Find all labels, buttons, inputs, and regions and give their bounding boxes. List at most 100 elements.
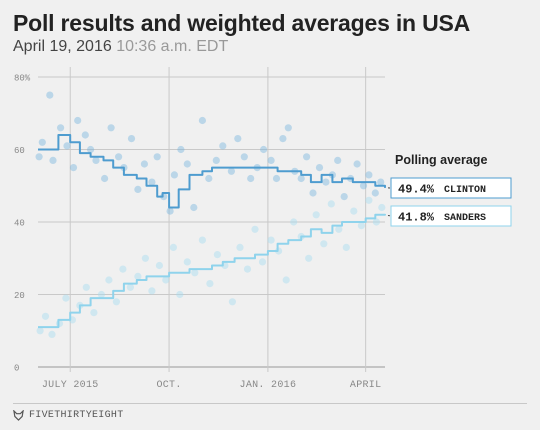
sanders-poll-dot bbox=[41, 312, 50, 320]
sanders-poll-dot bbox=[258, 258, 267, 266]
sanders-poll-dot bbox=[62, 294, 70, 302]
sanders-poll-dot bbox=[327, 200, 335, 208]
x-tick-label: JULY 2015 bbox=[42, 380, 99, 391]
sanders-poll-dot bbox=[243, 265, 252, 273]
clinton-poll-dot bbox=[92, 156, 100, 164]
sanders-poll-dot bbox=[191, 269, 199, 277]
clinton-legend-name: CLINTON bbox=[444, 185, 486, 196]
sanders-poll-dot bbox=[169, 243, 177, 251]
fox-logo-icon bbox=[13, 410, 24, 421]
x-tick-label: APRIL bbox=[350, 380, 382, 391]
sanders-poll-dot bbox=[126, 283, 134, 291]
sanders-poll-dot bbox=[335, 225, 343, 233]
clinton-poll-dot bbox=[190, 203, 198, 212]
clinton-poll-dot bbox=[170, 171, 178, 179]
clinton-poll-dot bbox=[315, 164, 324, 172]
sanders-poll-dot bbox=[251, 225, 259, 233]
sanders-poll-dot bbox=[290, 218, 298, 226]
clinton-poll-dot bbox=[107, 124, 115, 132]
clinton-poll-dot bbox=[260, 145, 268, 154]
clinton-poll-dot bbox=[247, 174, 255, 183]
sanders-poll-dot bbox=[312, 211, 320, 219]
sanders-poll-dot bbox=[228, 298, 236, 306]
clinton-average-line bbox=[38, 134, 386, 209]
clinton-poll-dot bbox=[365, 171, 373, 179]
sanders-poll-dot bbox=[36, 327, 44, 335]
clinton-poll-dot bbox=[371, 189, 379, 197]
sanders-poll-dot bbox=[357, 222, 365, 230]
clinton-poll-dot bbox=[46, 91, 54, 99]
clinton-legend-box bbox=[390, 177, 512, 199]
axes: 0 20 40 60 80% JULY 2015 OCT. JAN. 2016 APRIL bbox=[14, 74, 381, 392]
sanders-poll-dot bbox=[236, 243, 244, 251]
clinton-poll-dot bbox=[322, 178, 330, 186]
sanders-leader-line bbox=[387, 214, 392, 217]
legend: Polling average 49.4% CLINTON 41.8% SANDERS bbox=[387, 153, 512, 227]
clinton-poll-dot bbox=[297, 174, 305, 183]
sanders-poll-dot bbox=[320, 240, 328, 248]
sanders-poll-dot bbox=[378, 203, 386, 212]
y-tick-label: 20 bbox=[14, 291, 25, 301]
sanders-poll-dot bbox=[198, 236, 206, 244]
sanders-poll-dot bbox=[97, 290, 105, 299]
sanders-legend-name: SANDERS bbox=[444, 213, 486, 224]
clinton-poll-dot bbox=[153, 153, 161, 161]
sanders-poll-dot bbox=[365, 196, 373, 204]
chart-title: Poll results and weighted averages in US… bbox=[13, 10, 471, 36]
sanders-poll-dot bbox=[55, 319, 64, 328]
average-lines bbox=[38, 134, 386, 329]
sanders-poll-dot bbox=[148, 287, 156, 295]
sanders-poll-dot bbox=[48, 330, 56, 338]
clinton-poll-dot bbox=[87, 145, 95, 154]
sanders-poll-dot bbox=[206, 280, 214, 288]
sanders-poll-dot bbox=[112, 298, 120, 306]
sanders-poll-dot bbox=[282, 276, 290, 284]
clinton-poll-dot bbox=[57, 124, 65, 132]
x-tick-label: JAN. 2016 bbox=[240, 380, 297, 391]
sanders-poll-dot bbox=[372, 218, 380, 226]
clinton-poll-dot bbox=[134, 185, 142, 193]
sanders-poll-dot bbox=[213, 251, 221, 259]
chart-subtitle: April 19, 2016 10:36 a.m. EDT bbox=[13, 38, 228, 56]
x-tick-label: OCT. bbox=[156, 380, 181, 391]
footer-divider bbox=[13, 403, 527, 404]
clinton-poll-dot bbox=[35, 153, 43, 161]
clinton-poll-dot bbox=[227, 167, 235, 175]
clinton-poll-dot bbox=[272, 174, 281, 183]
clinton-poll-dot bbox=[377, 178, 385, 186]
clinton-poll-dot bbox=[212, 156, 220, 164]
sanders-poll-dot bbox=[305, 254, 313, 262]
footer: FIVETHIRTYEIGHT bbox=[13, 410, 124, 421]
clinton-poll-dot bbox=[267, 156, 275, 164]
clinton-poll-dot bbox=[140, 160, 148, 168]
clinton-poll-dot bbox=[284, 124, 292, 132]
clinton-poll-dot bbox=[359, 182, 368, 190]
clinton-poll-dot bbox=[74, 116, 82, 125]
grid bbox=[38, 67, 385, 372]
sanders-legend-box bbox=[390, 205, 512, 227]
sanders-poll-dot bbox=[267, 236, 275, 244]
clinton-poll-dot bbox=[353, 160, 361, 168]
clinton-poll-dot bbox=[166, 207, 174, 215]
clinton-poll-dot bbox=[69, 164, 78, 172]
clinton-poll-dot bbox=[219, 142, 227, 150]
sanders-poll-dot bbox=[162, 276, 170, 284]
y-tick-label: 0 bbox=[14, 364, 19, 374]
y-tick-label: 80% bbox=[14, 74, 31, 84]
clinton-poll-dot bbox=[148, 178, 156, 186]
sanders-poll-dot bbox=[155, 261, 163, 270]
clinton-poll-dot bbox=[49, 156, 57, 164]
clinton-poll-dot bbox=[183, 160, 191, 168]
clinton-poll-dot bbox=[127, 135, 136, 143]
legend-title: Polling average bbox=[395, 153, 487, 167]
sanders-legend-value: 41.8% bbox=[398, 211, 435, 225]
clinton-poll-dot bbox=[334, 156, 342, 164]
sanders-poll-dot bbox=[82, 283, 90, 291]
clinton-poll-dot bbox=[177, 145, 185, 154]
clinton-poll-dot bbox=[340, 193, 348, 201]
clinton-poll-dot bbox=[63, 142, 71, 150]
y-tick-label: 40 bbox=[14, 219, 25, 229]
subtitle-date: April 19, 2016 bbox=[13, 38, 112, 55]
clinton-poll-dot bbox=[279, 135, 287, 143]
polling-chart: 0 20 40 60 80% JULY 2015 OCT. JAN. 2016 APRIL Po… bbox=[14, 67, 512, 392]
